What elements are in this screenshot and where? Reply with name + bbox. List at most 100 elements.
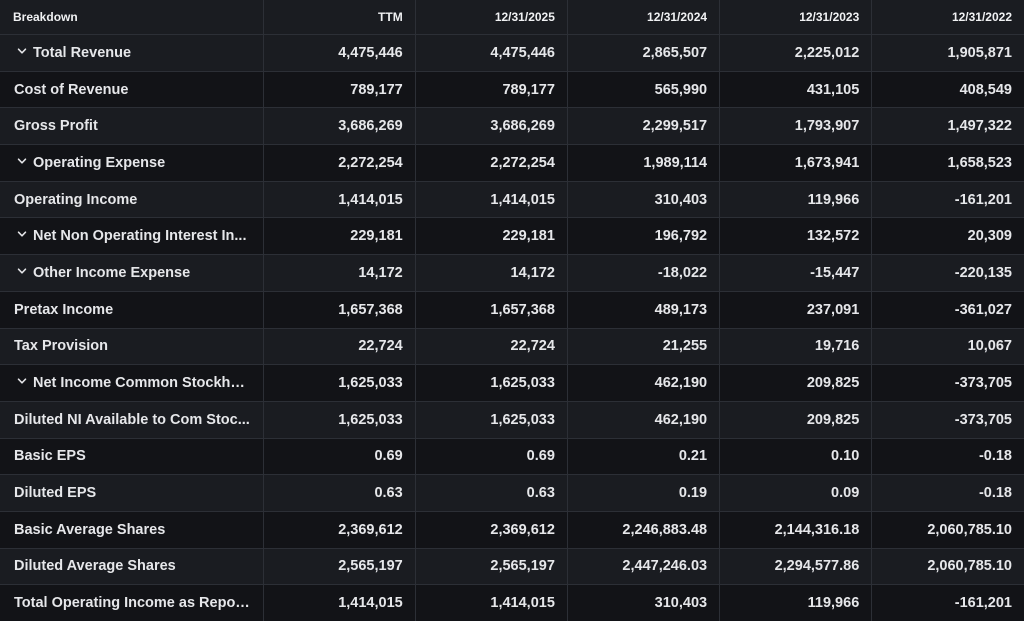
value-cell: 2,060,785.10 [872,511,1024,548]
row-label: Basic EPS [14,448,86,464]
value-cell: 20,309 [872,218,1024,255]
value-cell: 209,825 [720,365,872,402]
value-cell: 4,475,446 [263,35,415,72]
value-cell: 0.19 [567,475,719,512]
value-cell: 22,724 [263,328,415,365]
value-cell: 462,190 [567,365,719,402]
row-label-cell[interactable]: Total Revenue [0,35,263,72]
header-breakdown: Breakdown [0,0,263,35]
row-label: Gross Profit [14,118,98,134]
value-cell: 2,060,785.10 [872,548,1024,585]
value-cell: -0.18 [872,438,1024,475]
row-label: Net Non Operating Interest In... [33,228,247,244]
value-cell: -161,201 [872,181,1024,218]
row-label: Tax Provision [14,338,108,354]
value-cell: 489,173 [567,291,719,328]
header-2024: 12/31/2024 [567,0,719,35]
value-cell: 0.09 [720,475,872,512]
chevron-down-icon[interactable] [17,46,27,56]
value-cell: 2,144,316.18 [720,511,872,548]
row-label-cell: Pretax Income [0,291,263,328]
value-cell: 0.21 [567,438,719,475]
value-cell: 2,225,012 [720,35,872,72]
value-cell: 462,190 [567,401,719,438]
row-label: Pretax Income [14,302,113,318]
header-2025: 12/31/2025 [415,0,567,35]
value-cell: 119,966 [720,181,872,218]
chevron-down-icon[interactable] [17,156,27,166]
value-cell: 1,658,523 [872,145,1024,182]
chevron-down-icon[interactable] [17,376,27,386]
value-cell: -361,027 [872,291,1024,328]
value-cell: 1,625,033 [263,401,415,438]
value-cell: 119,966 [720,585,872,621]
value-cell: 1,989,114 [567,145,719,182]
row-label: Operating Expense [33,155,165,171]
row-label-cell[interactable]: Net Income Common Stockho... [0,365,263,402]
chevron-down-icon[interactable] [17,229,27,239]
value-cell: 2,565,197 [415,548,567,585]
value-cell: 2,369,612 [263,511,415,548]
value-cell: -373,705 [872,365,1024,402]
value-cell: 1,497,322 [872,108,1024,145]
value-cell: 0.63 [263,475,415,512]
value-cell: 408,549 [872,71,1024,108]
value-cell: -220,135 [872,255,1024,292]
value-cell: 789,177 [415,71,567,108]
value-cell: 209,825 [720,401,872,438]
value-cell: 1,414,015 [415,181,567,218]
value-cell: 21,255 [567,328,719,365]
value-cell: 3,686,269 [263,108,415,145]
row-label-cell: Diluted Average Shares [0,548,263,585]
value-cell: 1,625,033 [415,365,567,402]
row-label: Cost of Revenue [14,82,128,98]
value-cell: -0.18 [872,475,1024,512]
chevron-down-icon[interactable] [17,266,27,276]
row-label-cell: Diluted EPS [0,475,263,512]
value-cell: 0.69 [263,438,415,475]
row-label-cell: Diluted NI Available to Com Stoc... [0,401,263,438]
row-label-cell: Basic EPS [0,438,263,475]
value-cell: 1,414,015 [263,585,415,621]
value-cell: 2,565,197 [263,548,415,585]
row-label-cell: Basic Average Shares [0,511,263,548]
row-label-cell[interactable]: Other Income Expense [0,255,263,292]
header-2023: 12/31/2023 [720,0,872,35]
table-row: Total Operating Income as Repor...1,414,… [0,585,1024,621]
value-cell: 431,105 [720,71,872,108]
value-cell: 2,272,254 [263,145,415,182]
row-label-cell[interactable]: Operating Expense [0,145,263,182]
value-cell: 0.10 [720,438,872,475]
row-label: Diluted NI Available to Com Stoc... [14,412,250,428]
value-cell: 2,272,254 [415,145,567,182]
value-cell: 10,067 [872,328,1024,365]
value-cell: 229,181 [415,218,567,255]
row-label: Operating Income [14,192,137,208]
value-cell: -161,201 [872,585,1024,621]
value-cell: -18,022 [567,255,719,292]
row-label: Diluted EPS [14,485,96,501]
value-cell: 0.63 [415,475,567,512]
row-label: Other Income Expense [33,265,190,281]
value-cell: 19,716 [720,328,872,365]
row-label-cell: Tax Provision [0,328,263,365]
value-cell: 2,294,577.86 [720,548,872,585]
row-label-cell[interactable]: Net Non Operating Interest In... [0,218,263,255]
value-cell: 2,299,517 [567,108,719,145]
value-cell: 4,475,446 [415,35,567,72]
table-row[interactable]: Net Non Operating Interest In... 229,181 2… [0,218,1024,255]
